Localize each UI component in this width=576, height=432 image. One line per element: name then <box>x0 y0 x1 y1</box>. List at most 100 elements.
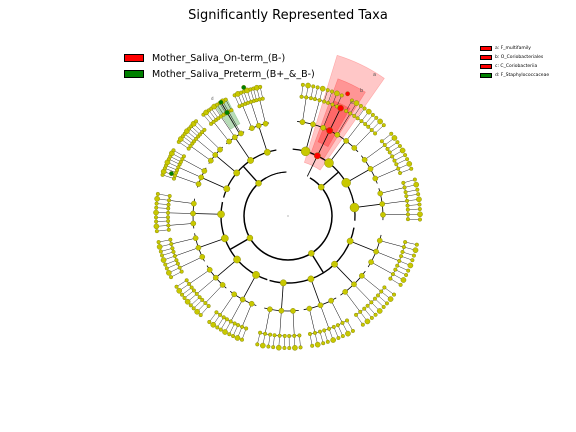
taxon-node-140 <box>335 323 340 328</box>
branch-178 <box>176 280 187 287</box>
branch-143 <box>229 237 251 251</box>
taxon-node-204 <box>198 313 203 318</box>
taxon-node-264 <box>154 195 160 202</box>
branch-7 <box>302 97 307 123</box>
taxon-node-72 <box>413 181 420 188</box>
taxon-node-134 <box>307 275 315 283</box>
branch-149 <box>241 328 247 340</box>
branch-46 <box>370 156 393 170</box>
taxon-node-98 <box>373 248 379 255</box>
taxon-node-213 <box>184 298 191 305</box>
taxon-node-146 <box>330 337 336 343</box>
taxon-node-158 <box>297 333 302 338</box>
taxon-node-249 <box>166 223 171 228</box>
taxon-node-25 <box>344 109 349 114</box>
taxon-node-97 <box>411 253 416 258</box>
taxon-node-163 <box>287 345 292 350</box>
taxon-node-355 <box>258 84 263 89</box>
taxon-node-112 <box>331 260 338 268</box>
taxon-node-96 <box>400 249 405 254</box>
taxon-node-27 <box>348 111 353 116</box>
taxon-node-217 <box>189 285 194 290</box>
branch-286 <box>220 102 241 135</box>
taxon-node-36 <box>363 122 368 127</box>
taxon-node-176 <box>258 330 263 335</box>
branch-70 <box>407 208 420 210</box>
taxon-node-26 <box>349 98 354 103</box>
figure-title: Significantly Represented Taxa <box>188 8 388 23</box>
taxon-node-47 <box>379 139 384 144</box>
taxon-node-73 <box>403 190 408 195</box>
taxon-node-147 <box>322 328 327 333</box>
taxon-node-186 <box>231 334 236 339</box>
branch-283 <box>306 155 318 177</box>
taxon-node-128 <box>362 306 367 311</box>
branch-179 <box>198 237 225 249</box>
taxon-node-8 <box>311 84 316 89</box>
taxon-node-290 <box>233 169 241 177</box>
branch-89 <box>395 269 407 276</box>
taxon-node-3 <box>299 94 304 99</box>
clade-swatch-a <box>480 46 492 51</box>
taxon-node-253 <box>190 210 196 217</box>
branch-12 <box>312 100 320 125</box>
taxon-node-214 <box>191 288 196 293</box>
taxon-node-266 <box>155 191 160 196</box>
taxon-node-178 <box>246 234 254 242</box>
taxon-node-49 <box>382 143 387 148</box>
branch-266 <box>258 125 268 153</box>
clade-legend-item-c: c: C_Coriobacteriia <box>480 62 549 71</box>
taxon-node-254 <box>166 215 171 220</box>
taxon-node-92 <box>403 240 408 245</box>
branch-99 <box>353 284 372 303</box>
legend-swatch-on-term <box>124 54 144 62</box>
branch-arc-1 <box>243 177 333 261</box>
taxon-node-160 <box>292 333 297 338</box>
taxon-node-91 <box>376 237 383 244</box>
taxon-node-79 <box>416 196 422 203</box>
taxon-node-9 <box>310 121 316 128</box>
taxon-node-46 <box>361 157 368 163</box>
taxon-node-38 <box>351 145 358 151</box>
branch-130 <box>299 335 301 348</box>
taxon-node-197 <box>218 312 223 317</box>
branch-75 <box>349 240 377 252</box>
taxon-node-193 <box>218 327 223 332</box>
highlight-label-layer: a b c d <box>211 72 376 106</box>
taxon-node-245 <box>217 210 225 219</box>
taxon-node-113 <box>359 272 365 279</box>
taxon-node-311 <box>194 119 199 124</box>
taxon-node-276 <box>198 174 205 181</box>
taxon-node-161 <box>292 345 298 351</box>
branch-181 <box>179 256 203 268</box>
taxon-node-132 <box>354 312 359 317</box>
taxon-node-87 <box>405 217 410 222</box>
taxon-node-246 <box>190 220 197 227</box>
taxon-node-109 <box>400 277 407 283</box>
taxon-node-192 <box>224 317 229 322</box>
taxon-node-199 <box>214 310 219 315</box>
taxon-node-33 <box>362 106 367 111</box>
branch-248 <box>195 121 205 131</box>
branch-121 <box>309 308 316 333</box>
branch-260 <box>216 104 224 115</box>
clade-label-c: c: C_Coriobacteriia <box>495 64 538 69</box>
taxon-node-17 <box>326 100 331 105</box>
branch-215 <box>201 176 227 190</box>
taxon-node-115 <box>392 292 397 297</box>
taxon-node-333 <box>223 97 228 102</box>
taxon-node-200 <box>207 319 212 324</box>
taxon-node-225 <box>179 269 184 274</box>
taxon-node-180 <box>248 300 255 307</box>
taxon-node-56 <box>390 154 395 159</box>
taxon-node-260 <box>191 200 197 207</box>
taxon-node-40 <box>374 115 379 120</box>
taxon-node-60 <box>372 175 379 182</box>
taxon-node-111 <box>398 282 403 287</box>
taxon-node-239 <box>170 246 175 251</box>
taxon-node-122 <box>381 304 386 309</box>
taxon-node-67 <box>349 202 360 213</box>
taxon-node-66 <box>409 166 414 171</box>
taxon-node-149 <box>306 305 313 312</box>
taxon-node-51 <box>385 146 390 151</box>
